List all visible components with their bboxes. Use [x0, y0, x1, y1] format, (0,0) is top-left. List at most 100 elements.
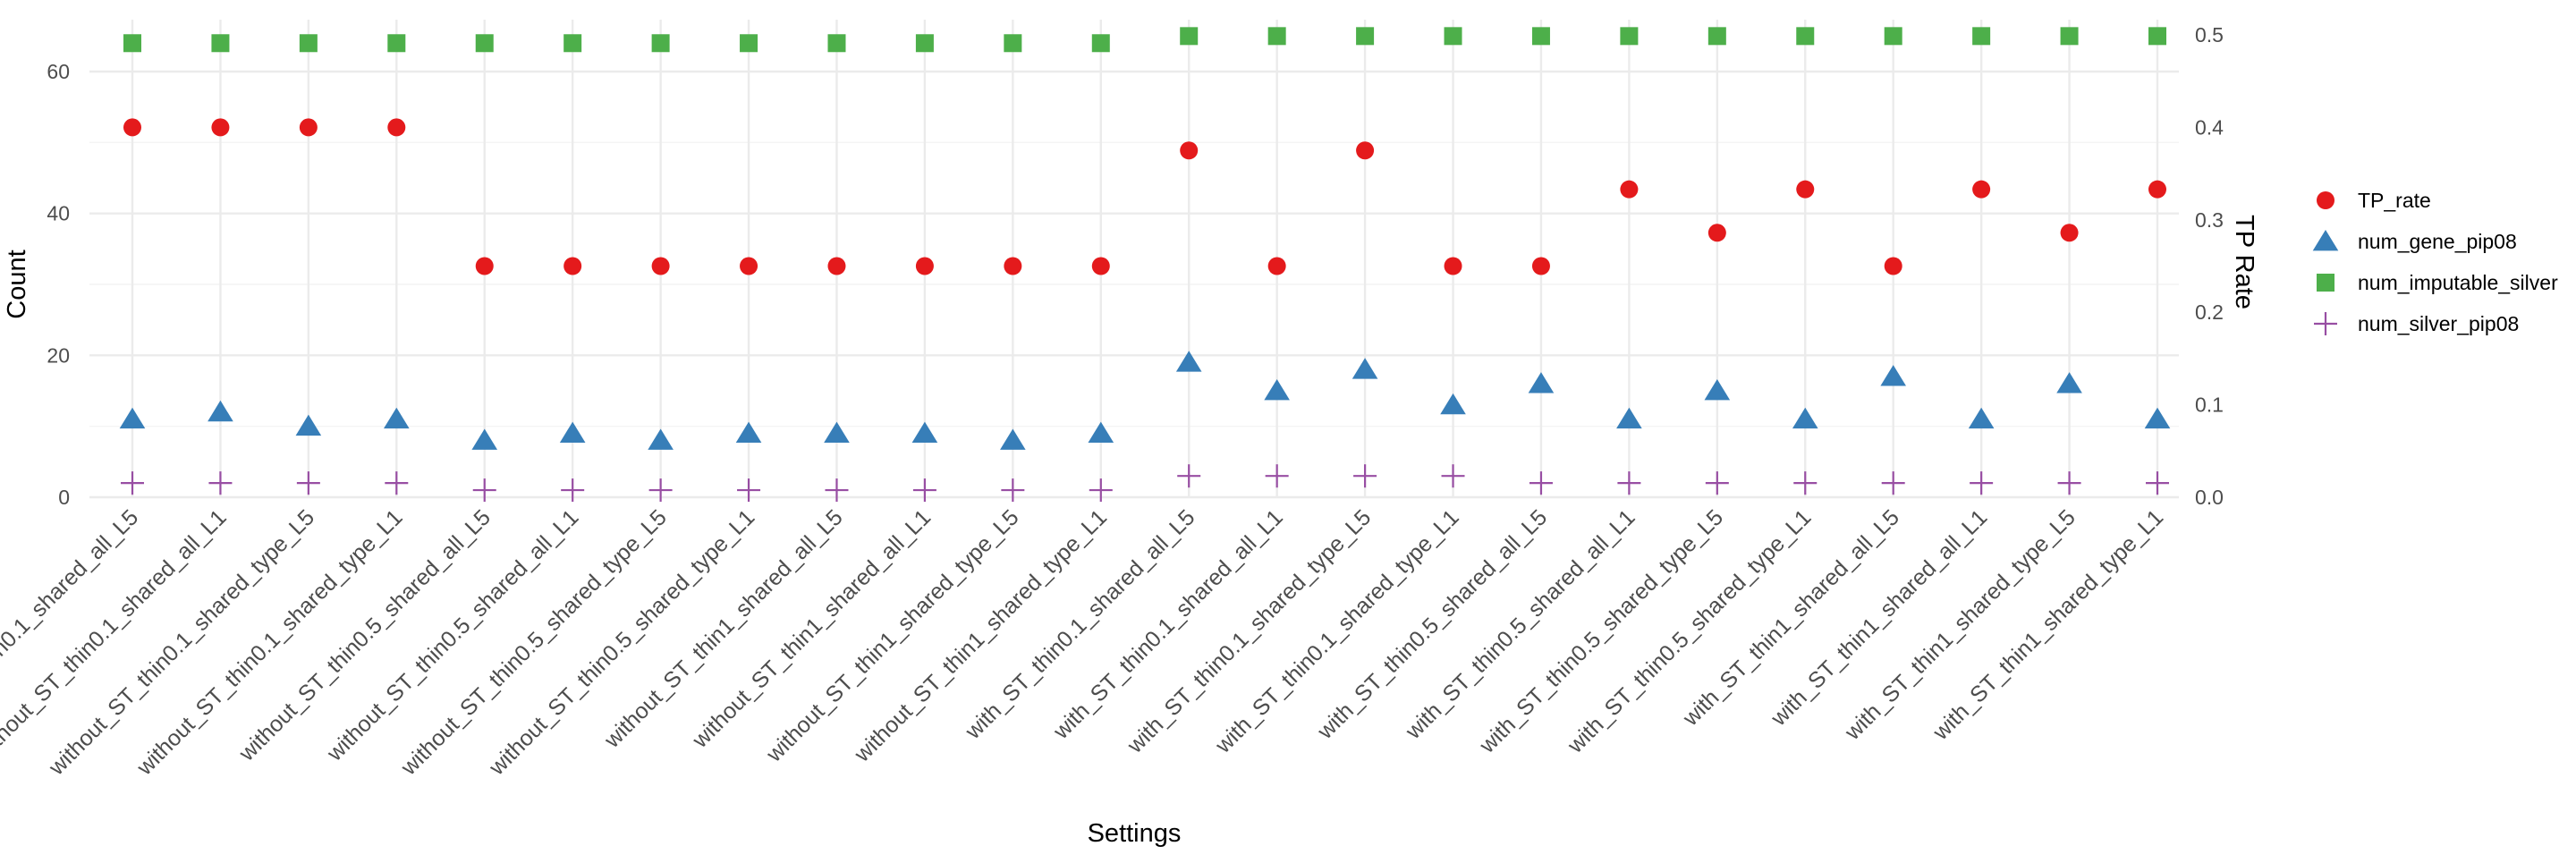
- point-num_imputable_silver: [2148, 27, 2166, 46]
- x-axis-title: Settings: [1088, 819, 1182, 848]
- point-TP_rate: [915, 257, 934, 275]
- left-axis: 0 20 40 60: [47, 60, 70, 509]
- point-num_gene_pip08: [2056, 372, 2082, 393]
- point-num_imputable_silver: [915, 34, 934, 53]
- point-num_silver_pip08: [1529, 471, 1553, 495]
- legend-label: TP_rate: [2358, 189, 2431, 212]
- point-num_silver_pip08: [912, 478, 936, 503]
- point-num_gene_pip08: [1000, 428, 1026, 450]
- point-num_imputable_silver: [1972, 27, 1991, 46]
- point-num_gene_pip08: [1704, 379, 1731, 401]
- point-num_silver_pip08: [737, 478, 761, 503]
- y-tick-label-right: 0.4: [2195, 115, 2224, 139]
- series-num_gene_pip08: [119, 351, 2171, 450]
- point-num_silver_pip08: [1089, 478, 1113, 503]
- point-TP_rate: [827, 257, 846, 275]
- y-axis-title-right: TP Rate: [2230, 215, 2258, 309]
- point-num_gene_pip08: [2144, 407, 2171, 429]
- point-num_imputable_silver: [564, 34, 582, 53]
- point-TP_rate: [1091, 257, 1110, 275]
- point-num_gene_pip08: [1352, 358, 1378, 379]
- y-axis-title-left: Count: [3, 250, 31, 318]
- point-num_silver_pip08: [2146, 471, 2169, 495]
- y-tick-label-left: 60: [47, 60, 70, 83]
- point-num_gene_pip08: [1616, 407, 1642, 429]
- point-num_imputable_silver: [1884, 27, 1902, 46]
- point-TP_rate: [1267, 257, 1286, 275]
- y-tick-label-right: 0.5: [2195, 23, 2224, 47]
- point-TP_rate: [1444, 257, 1462, 275]
- point-TP_rate: [123, 118, 141, 137]
- y-tick-label-right: 0.2: [2195, 300, 2224, 324]
- series-num_imputable_silver: [123, 27, 2166, 53]
- point-num_silver_pip08: [1617, 471, 1641, 495]
- point-TP_rate: [651, 257, 670, 275]
- point-num_silver_pip08: [1970, 471, 1994, 495]
- point-num_gene_pip08: [471, 428, 498, 450]
- point-TP_rate: [1707, 224, 1726, 242]
- point-num_imputable_silver: [1620, 27, 1639, 46]
- y-tick-label-right: 0.3: [2195, 208, 2224, 232]
- y-tick-label-left: 40: [47, 202, 70, 225]
- point-TP_rate: [299, 118, 318, 137]
- point-TP_rate: [1620, 180, 1639, 199]
- legend-key-TP_rate: [2317, 191, 2334, 209]
- point-TP_rate: [740, 257, 758, 275]
- legend-label: num_silver_pip08: [2358, 312, 2519, 335]
- point-num_silver_pip08: [2057, 471, 2081, 495]
- point-num_gene_pip08: [648, 428, 674, 450]
- point-num_silver_pip08: [121, 471, 144, 495]
- point-TP_rate: [1972, 180, 1991, 199]
- y-tick-label-left: 0: [58, 486, 70, 509]
- point-num_silver_pip08: [1705, 471, 1729, 495]
- point-num_silver_pip08: [1001, 478, 1025, 503]
- point-num_gene_pip08: [1175, 351, 1202, 372]
- y-tick-label-right: 0.1: [2195, 393, 2224, 417]
- point-TP_rate: [2148, 180, 2166, 199]
- point-TP_rate: [1531, 257, 1550, 275]
- legend-label: num_gene_pip08: [2358, 230, 2517, 253]
- point-num_imputable_silver: [299, 34, 318, 53]
- point-num_imputable_silver: [651, 34, 670, 53]
- point-num_imputable_silver: [211, 34, 230, 53]
- point-num_gene_pip08: [119, 407, 146, 429]
- point-num_silver_pip08: [1353, 464, 1377, 488]
- point-num_imputable_silver: [1267, 27, 1286, 46]
- point-num_gene_pip08: [1968, 407, 1995, 429]
- point-num_imputable_silver: [1531, 27, 1550, 46]
- point-num_gene_pip08: [1880, 365, 1906, 386]
- point-num_gene_pip08: [295, 414, 322, 436]
- point-TP_rate: [1796, 180, 1815, 199]
- point-num_imputable_silver: [1707, 27, 1726, 46]
- point-num_imputable_silver: [475, 34, 494, 53]
- legend-key-num_imputable_silver: [2317, 274, 2334, 292]
- point-num_silver_pip08: [561, 478, 585, 503]
- point-num_silver_pip08: [1441, 464, 1465, 488]
- point-num_silver_pip08: [648, 478, 673, 503]
- legend-key-num_silver_pip08: [2314, 312, 2337, 335]
- point-num_gene_pip08: [824, 421, 850, 443]
- point-num_imputable_silver: [1444, 27, 1462, 46]
- point-TP_rate: [1356, 141, 1375, 160]
- point-TP_rate: [1004, 257, 1022, 275]
- point-num_gene_pip08: [1792, 407, 1818, 429]
- point-TP_rate: [1884, 257, 1902, 275]
- y-tick-label-left: 20: [47, 343, 70, 367]
- series-TP_rate: [123, 118, 2166, 275]
- legend-label: num_imputable_silver: [2358, 271, 2558, 294]
- point-num_gene_pip08: [208, 400, 233, 422]
- point-TP_rate: [564, 257, 582, 275]
- point-num_imputable_silver: [1004, 34, 1022, 53]
- point-num_imputable_silver: [1356, 27, 1375, 46]
- point-num_silver_pip08: [1177, 464, 1201, 488]
- point-num_gene_pip08: [1264, 379, 1290, 401]
- point-num_silver_pip08: [385, 471, 409, 495]
- point-num_gene_pip08: [1440, 393, 1466, 415]
- point-TP_rate: [475, 257, 494, 275]
- x-axis: without_ST_thin0.1_shared_all_L5without_…: [0, 504, 2168, 780]
- point-num_gene_pip08: [735, 421, 762, 443]
- legend-key-num_gene_pip08: [2312, 230, 2339, 251]
- point-num_imputable_silver: [1180, 27, 1199, 46]
